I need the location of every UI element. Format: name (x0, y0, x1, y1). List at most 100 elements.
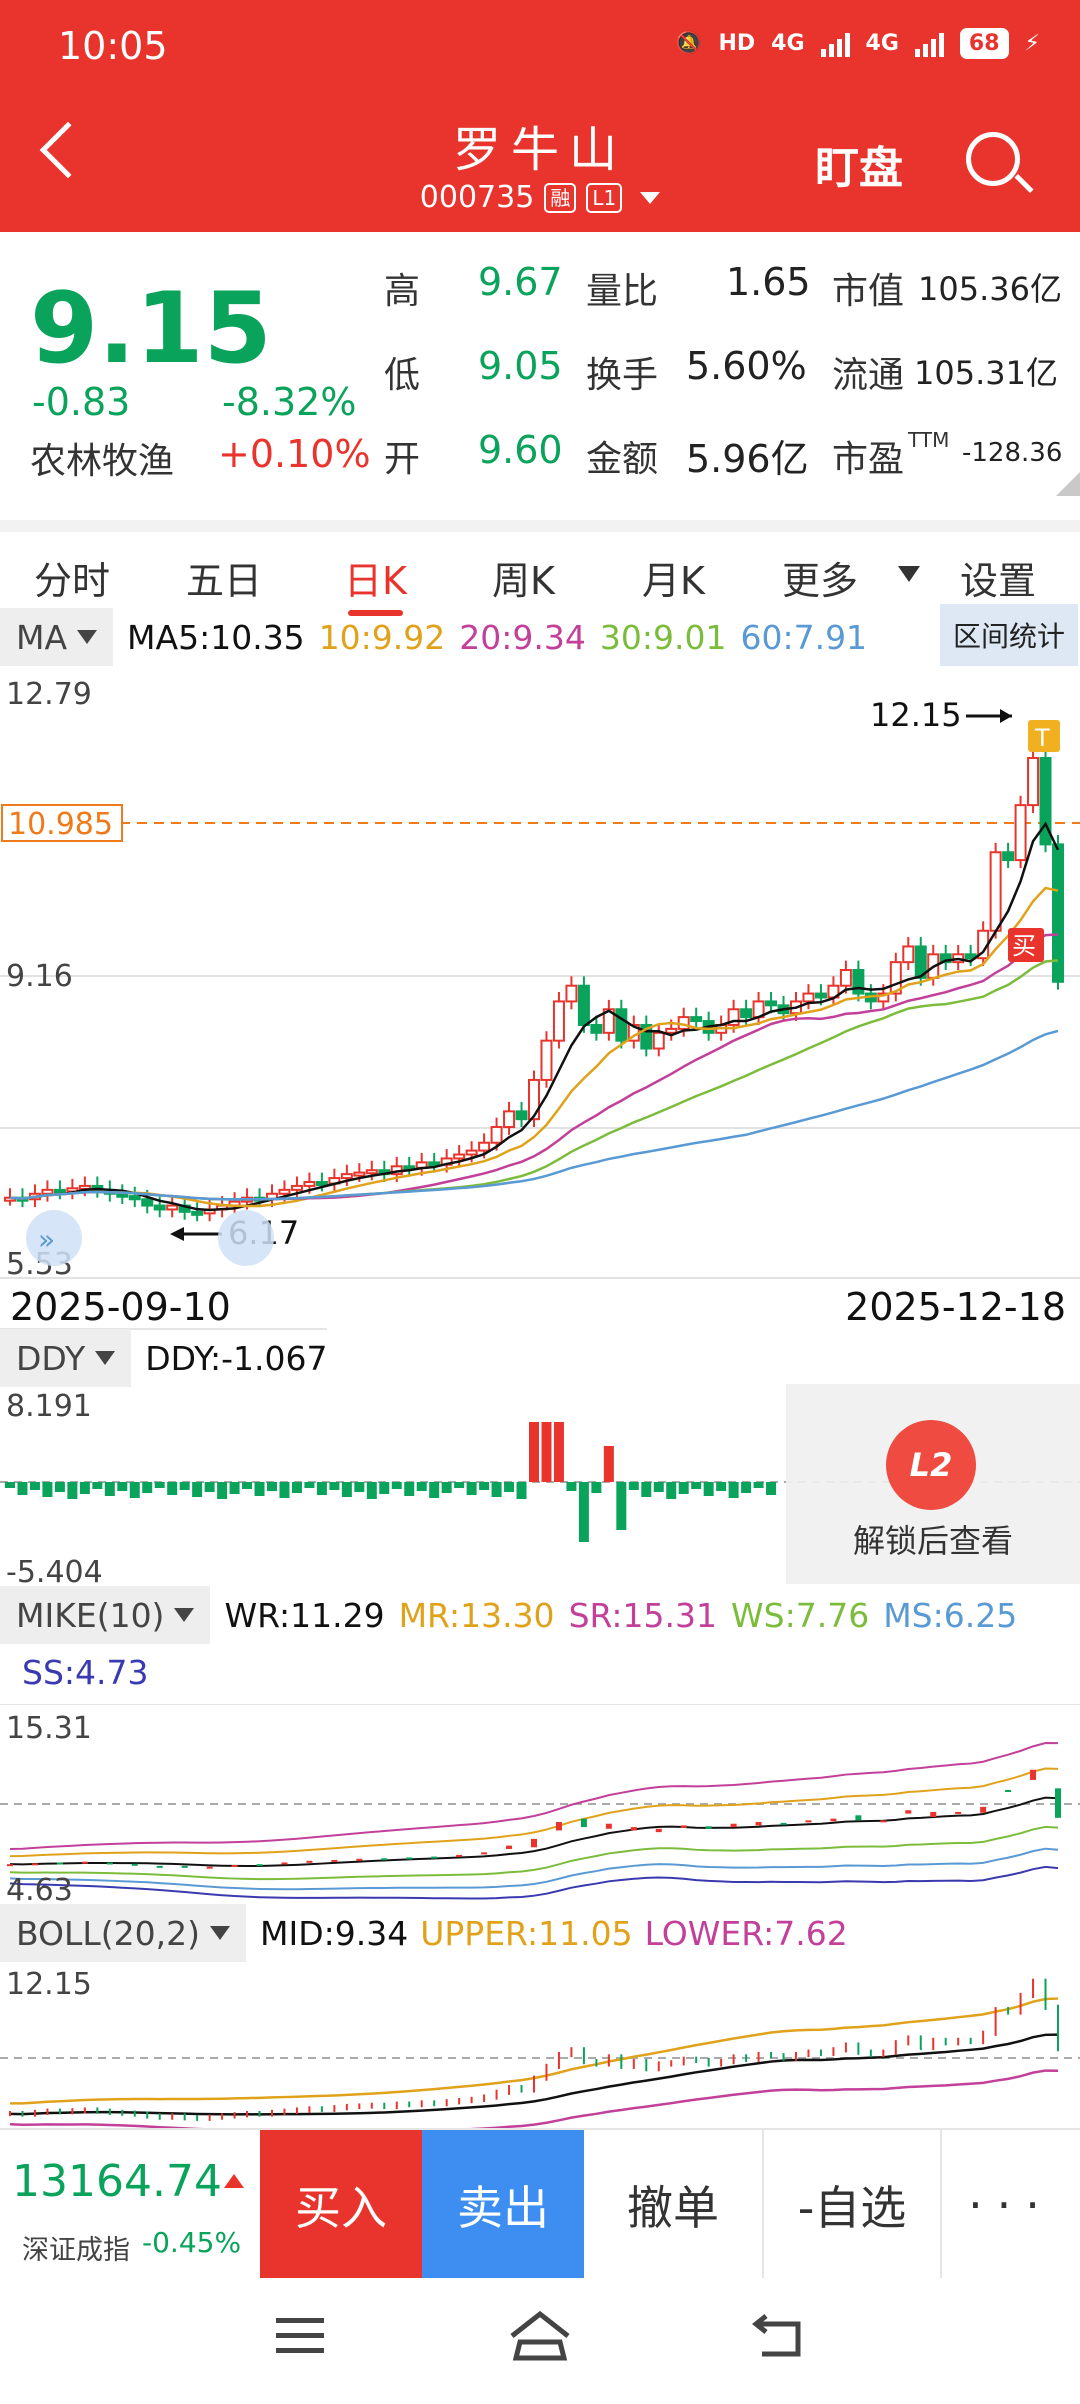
mike-candle (780, 1822, 787, 1825)
candle (690, 1016, 703, 1023)
ddy-bar (716, 1482, 727, 1491)
tab-settings[interactable]: 设置 (960, 559, 1037, 603)
ddy-bar (466, 1482, 477, 1495)
ddy-y-bottom: -5.404 (6, 1555, 103, 1586)
buy-button[interactable]: 买入 (260, 2130, 422, 2280)
search-icon[interactable] (966, 132, 1020, 186)
watch-button[interactable]: 盯盘 (815, 143, 903, 194)
boll-chart[interactable]: 12.15 (0, 1962, 1080, 2128)
network-label-1: 4G (771, 31, 805, 56)
dropdown-icon (210, 1926, 231, 1940)
mike-candle (805, 1820, 812, 1823)
expand-left-icon[interactable] (26, 1210, 82, 1266)
candle (503, 1110, 516, 1129)
stock-code-row[interactable]: 000735 融 L1 (0, 180, 1080, 215)
ddy-bar (229, 1482, 240, 1494)
candle (365, 1169, 378, 1175)
candle (465, 1149, 478, 1156)
mute-icon: 🔕 (675, 31, 703, 56)
tab-weekly-k[interactable]: 周K (492, 559, 555, 603)
index-value[interactable]: 13164.74 (12, 2156, 222, 2207)
candle (303, 1180, 316, 1187)
ddy-bar (366, 1482, 377, 1499)
ma-selector[interactable]: MA (0, 608, 114, 666)
mike-line-5 (9, 1865, 1059, 1900)
candle (453, 1153, 466, 1160)
menu-icon[interactable] (276, 2316, 326, 2356)
candle (802, 992, 815, 1003)
ddy-bar (316, 1482, 327, 1495)
stock-name: 罗牛山 (452, 122, 627, 178)
ddy-bar (504, 1482, 515, 1492)
ref-price-label: 10.985 (8, 807, 113, 842)
low-value: 9.05 (478, 344, 563, 388)
zoom-icon[interactable] (218, 1210, 274, 1266)
candle (877, 992, 890, 1003)
ma10-value: 10:9.92 (318, 617, 446, 657)
candle (353, 1171, 366, 1177)
price-change: -0.83 (32, 380, 131, 424)
price-change-pct: -8.32% (222, 380, 357, 424)
candlestick-chart[interactable]: 12.79 9.16 5.53 10.985 12.15 T 买 6.17 » (0, 666, 1080, 1282)
candle (1052, 843, 1064, 983)
ddy-bar (541, 1422, 552, 1482)
mike-candle (830, 1818, 837, 1822)
ddy-bar (703, 1482, 714, 1496)
tab-monthly-k[interactable]: 月K (642, 559, 705, 603)
candle (141, 1198, 154, 1207)
mike-selector-label: MIKE(10) (16, 1595, 165, 1635)
float-label: 流通 (832, 355, 905, 396)
mike-candle (131, 1863, 138, 1866)
tab-more[interactable]: 更多 (782, 559, 859, 603)
candle (41, 1188, 54, 1195)
ddy-selector-label: DDY (16, 1338, 86, 1378)
pe-ttm-label: TTM (908, 428, 950, 452)
mike-candle (306, 1860, 313, 1863)
ddy-bar (416, 1482, 427, 1491)
ddy-bar (192, 1482, 203, 1497)
ddy-selector[interactable]: DDY (0, 1329, 132, 1387)
mike-candle (356, 1858, 363, 1861)
mike-ss: SS:4.73 (22, 1652, 149, 1692)
home-icon[interactable] (508, 2308, 572, 2362)
ddy-y-top: 8.191 (6, 1389, 92, 1424)
mike-line-3 (9, 1825, 1059, 1881)
remove-favorite-button[interactable]: -自选 (764, 2130, 942, 2280)
high-label: 高 (384, 271, 421, 312)
candle (1039, 757, 1052, 846)
candle (914, 945, 927, 979)
l2-lock-overlay[interactable]: L2 解锁后查看 (786, 1384, 1080, 1584)
mike-lines (7, 1742, 1061, 1900)
boll-selector[interactable]: BOLL(20,2) (0, 1904, 247, 1962)
more-button[interactable]: ··· (968, 2178, 1054, 2232)
mike-candle (630, 1827, 637, 1831)
mike-line-4 (9, 1847, 1059, 1891)
sector-name[interactable]: 农林牧渔 (30, 441, 175, 482)
mike-selector[interactable]: MIKE(10) (0, 1586, 211, 1644)
ddy-bar (117, 1482, 128, 1491)
mike-ms: MS:6.25 (883, 1595, 1018, 1635)
range-stats-button[interactable]: 区间统计 (940, 604, 1078, 666)
tab-five-day[interactable]: 五日 (186, 559, 263, 603)
mike-chart[interactable]: 15.31 4.63 (0, 1704, 1080, 1904)
mike-candle (181, 1865, 188, 1868)
back-nav-icon[interactable] (752, 2310, 806, 2360)
mike-candle (705, 1826, 712, 1829)
boll-lower-line (9, 2069, 1059, 2128)
ddy-bar (204, 1482, 215, 1492)
cancel-order-button[interactable]: 撤单 (584, 2130, 764, 2280)
t-badge: T (1034, 724, 1050, 752)
tab-daily-k[interactable]: 日K (344, 550, 407, 616)
low-label: 低 (384, 355, 421, 396)
ddy-bar (291, 1482, 302, 1493)
sell-button[interactable]: 卖出 (422, 2130, 584, 2280)
dropdown-icon (95, 1351, 116, 1365)
mike-candle (930, 1811, 937, 1817)
ddy-bar (179, 1482, 190, 1490)
ddy-bar (17, 1482, 28, 1495)
chevron-down-icon[interactable] (640, 191, 661, 204)
ddy-bar (254, 1482, 265, 1496)
tab-intraday[interactable]: 分时 (34, 559, 111, 603)
candle (727, 1008, 740, 1026)
mike-candle (281, 1862, 288, 1865)
